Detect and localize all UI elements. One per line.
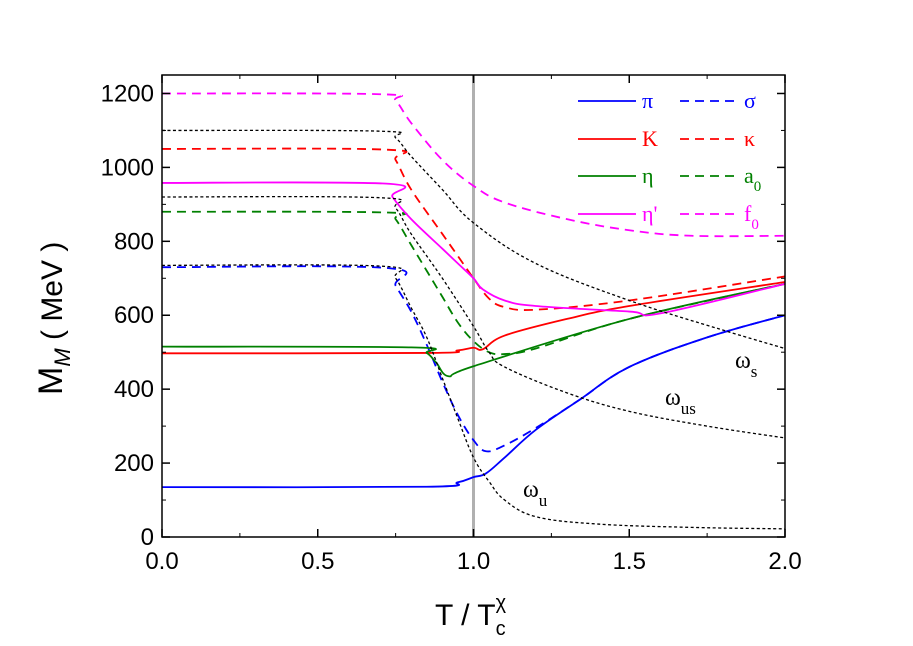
- series-line-3: [161, 147, 786, 311]
- y-tick-label: 800: [114, 228, 154, 255]
- x-tick-label: 2.0: [768, 548, 801, 575]
- series-line-1: [161, 265, 786, 453]
- x-axis-label: T / Tcχ: [435, 592, 507, 640]
- x-tick-label: 1.5: [613, 548, 646, 575]
- series-line-9: [161, 195, 786, 439]
- y-tick-label: 600: [114, 302, 154, 329]
- x-tick-label: 1.0: [457, 548, 490, 575]
- legend-label: σ: [744, 88, 756, 113]
- legend-label: a0: [744, 163, 761, 195]
- x-tick-label: 0.5: [301, 548, 334, 575]
- legend-label: η: [642, 163, 654, 188]
- y-tick-label: 0: [141, 524, 154, 551]
- series-line-7: [161, 92, 786, 238]
- legend-label: κ: [744, 126, 755, 151]
- legend-label: K: [642, 126, 658, 151]
- series-line-2: [161, 281, 786, 355]
- legend-label: π: [642, 88, 653, 113]
- x-tick-label: 0.0: [145, 548, 178, 575]
- y-tick-label: 200: [114, 450, 154, 477]
- legend-label: f0: [744, 201, 759, 233]
- series-annotation: ωus: [665, 385, 696, 418]
- series-line-8: [161, 129, 786, 350]
- series-line-4: [161, 282, 786, 378]
- y-axis-label: MM ( MeV ): [32, 242, 75, 395]
- y-tick-label: 400: [114, 376, 154, 403]
- series-annotation: ωs: [735, 348, 757, 381]
- y-tick-label: 1000: [101, 154, 154, 181]
- series-line-6: [161, 181, 786, 317]
- y-tick-label: 1200: [101, 80, 154, 107]
- series-annotation: ωu: [523, 477, 548, 510]
- legend-label: η': [642, 201, 658, 226]
- series-line-10: [161, 264, 786, 530]
